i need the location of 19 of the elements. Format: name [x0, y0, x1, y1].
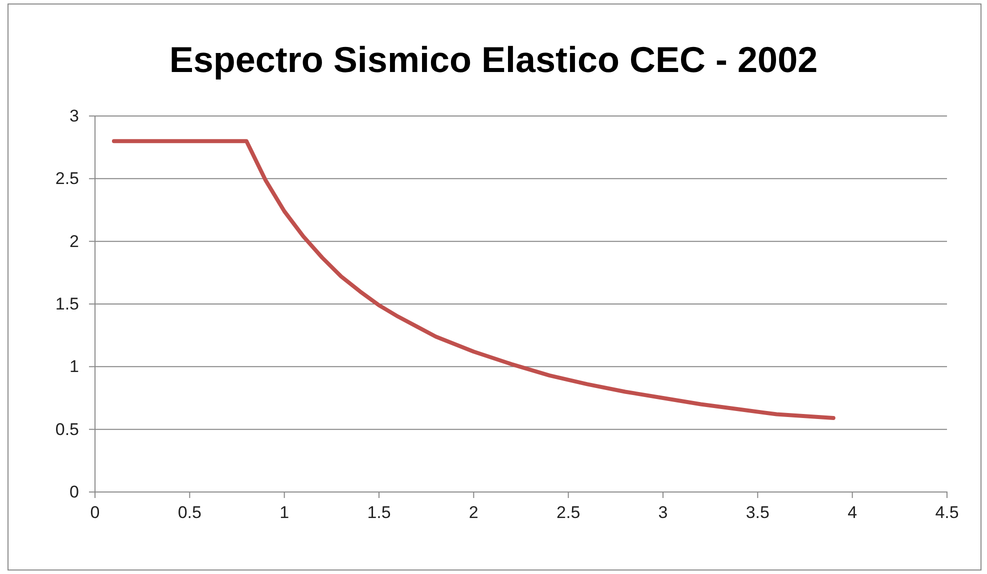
x-tick-label: 2 [468, 503, 478, 522]
x-tick-label: 4.5 [935, 503, 959, 522]
y-tick-label: 2.5 [55, 169, 79, 188]
x-tick-label: 0.5 [178, 503, 202, 522]
y-tick-label: 3 [70, 106, 79, 126]
x-tick-label: 0 [90, 503, 100, 522]
y-tick-label: 2 [70, 232, 79, 251]
x-tick-label: 3.5 [746, 503, 770, 522]
x-tick-label: 3 [658, 503, 668, 522]
x-tick-label: 4 [848, 503, 858, 522]
x-tick-label: 1.5 [367, 503, 391, 522]
chart-title: Espectro Sismico Elastico CEC - 2002 [169, 39, 818, 80]
y-tick-label: 1.5 [55, 294, 79, 314]
y-tick-label: 0 [70, 482, 79, 502]
x-tick-label: 2.5 [556, 503, 580, 522]
y-tick-label: 0.5 [55, 420, 79, 439]
line-series [112, 139, 836, 420]
y-tick-label: 1 [70, 357, 79, 376]
x-tick-label: 1 [280, 503, 290, 522]
